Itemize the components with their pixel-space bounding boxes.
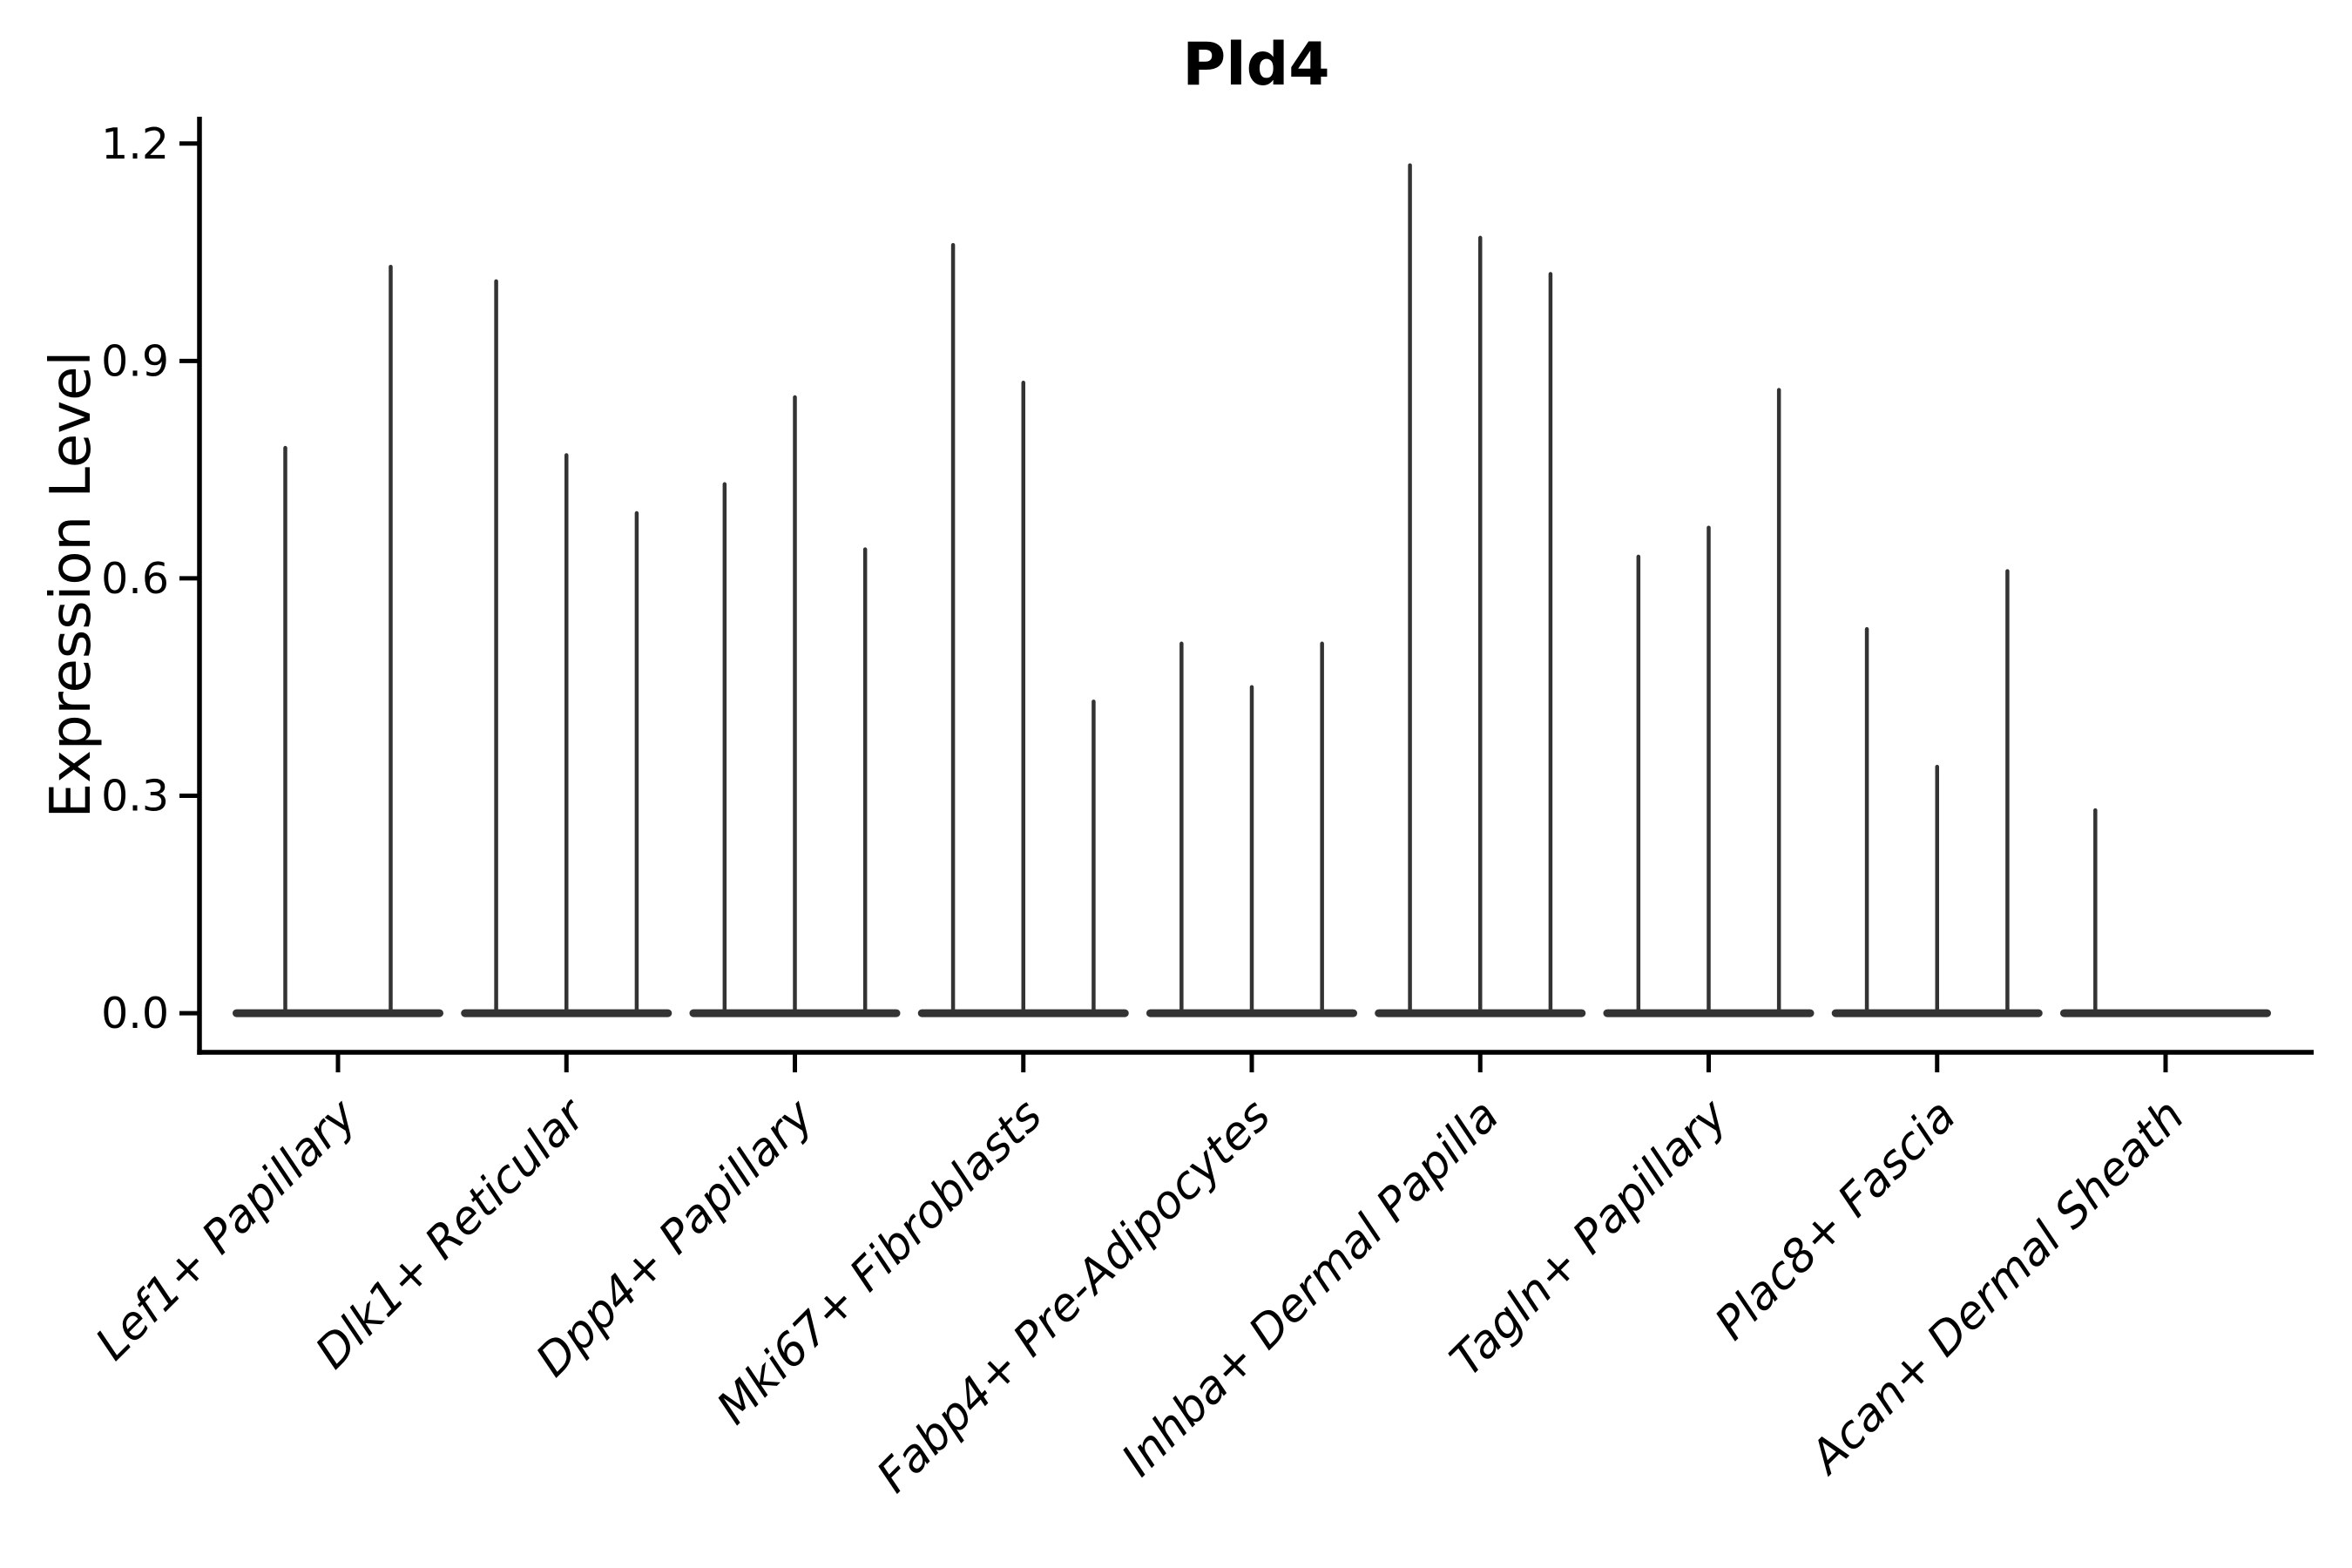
violin-base	[2060, 1009, 2271, 1017]
y-tick-label: 0.6	[101, 554, 169, 604]
y-tick-label: 0.9	[101, 336, 169, 386]
x-tick-label: Acan+ Dermal Sheath	[1799, 1090, 2194, 1485]
axes-layer	[197, 117, 2314, 1055]
violin-group	[461, 279, 672, 1017]
violin-group	[1146, 641, 1357, 1017]
violin-group	[917, 242, 1129, 1017]
violin-group	[1375, 163, 1586, 1017]
violin-group	[1831, 569, 2043, 1017]
y-tick-label: 0.3	[101, 772, 169, 821]
x-tick-label: Inhba+ Dermal Papilla	[1112, 1090, 1510, 1487]
violin-group	[1603, 388, 1815, 1017]
x-tick-label: Plac8+ Fascia	[1706, 1090, 1966, 1350]
violins-layer	[233, 163, 2271, 1017]
y-tick-label: 1.2	[101, 119, 169, 169]
y-axis-label: Expression Level	[39, 351, 104, 819]
chart-title: Pld4	[1182, 30, 1329, 99]
violin-group	[689, 395, 901, 1017]
violin-group	[233, 264, 443, 1017]
y-tick-label: 0.0	[101, 989, 169, 1038]
violin-group	[2060, 808, 2271, 1017]
x-tick-label: Fabp4+ Pre-Adipocytes	[868, 1090, 1281, 1504]
violin-base	[233, 1009, 443, 1017]
